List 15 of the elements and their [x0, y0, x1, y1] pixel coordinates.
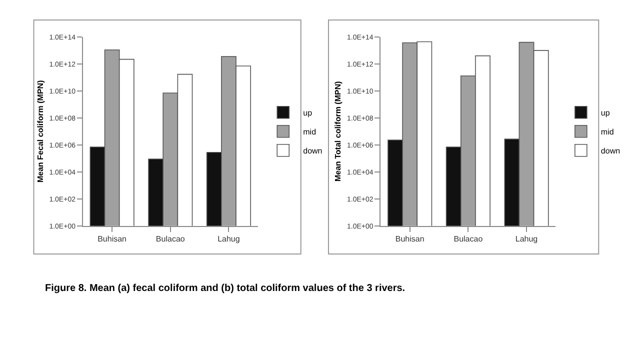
x-tick-label: Lahug: [515, 234, 538, 244]
legend-label: mid: [600, 128, 614, 137]
caption: Figure 8. Mean (a) fecal coliform and (b) total coliform values of the 3 rivers.: [45, 283, 406, 294]
x-tick-label: Lahug: [218, 234, 240, 244]
legend-label: mid: [303, 128, 316, 137]
legend-label: down: [600, 146, 620, 156]
y-axis-title: Mean Total coliform (MPN): [334, 80, 343, 182]
legend-label: up: [303, 108, 313, 118]
legend-label: down: [303, 146, 322, 156]
x-tick-label: Buhisan: [98, 234, 127, 244]
x-tick-label: Bulacao: [156, 234, 186, 244]
x-tick-label: Buhisan: [395, 234, 424, 244]
y-axis-title: Mean Fecal coliform (MPN): [36, 80, 45, 183]
legend-label: up: [600, 108, 610, 118]
x-tick-label: Bulacao: [454, 234, 484, 244]
